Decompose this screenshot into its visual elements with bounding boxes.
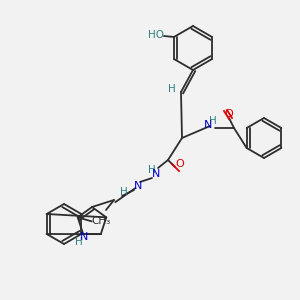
Text: N: N — [204, 120, 212, 130]
Text: N: N — [80, 232, 88, 242]
Text: H: H — [120, 187, 128, 197]
Text: O: O — [225, 109, 233, 119]
Text: H: H — [75, 237, 83, 247]
Text: CH₃: CH₃ — [91, 216, 110, 226]
Text: H: H — [209, 116, 217, 126]
Text: N: N — [134, 181, 142, 191]
Text: H: H — [148, 165, 156, 175]
Text: N: N — [152, 169, 160, 179]
Text: HO: HO — [148, 30, 164, 40]
Text: O: O — [176, 159, 184, 169]
Text: H: H — [168, 84, 176, 94]
